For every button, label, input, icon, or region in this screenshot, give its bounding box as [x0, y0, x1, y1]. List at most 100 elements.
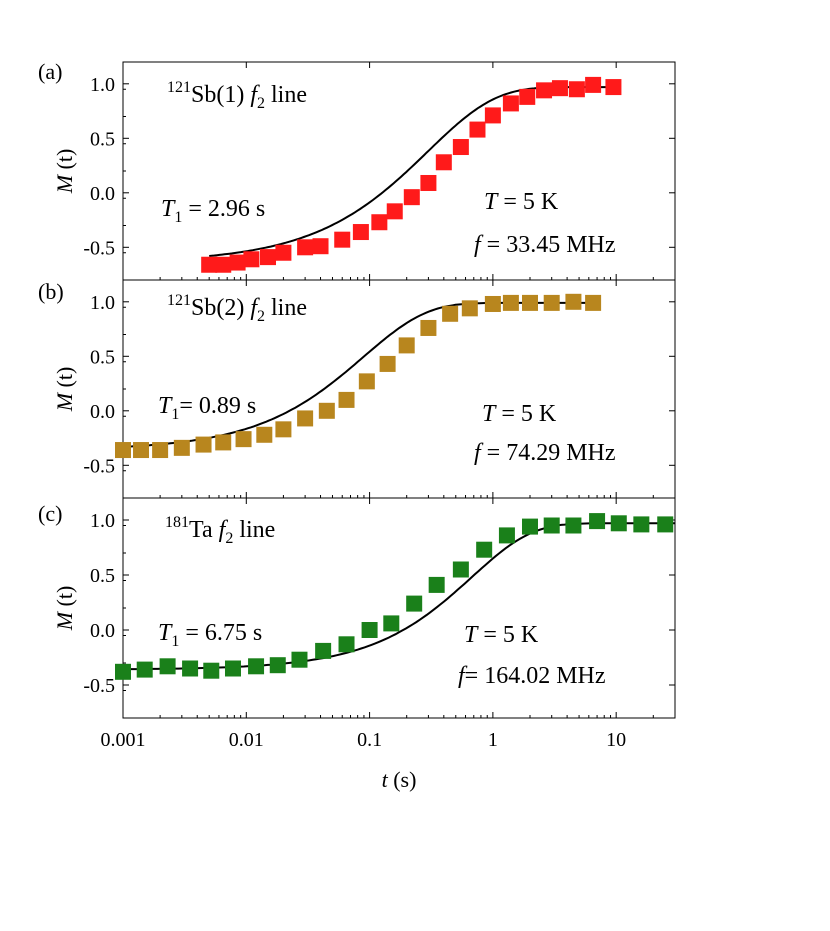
data-point: [502, 95, 519, 112]
nucleus-label: 121Sb(1) f2 line: [167, 79, 307, 112]
x-tick-label: 0.1: [357, 729, 382, 751]
data-point: [398, 337, 415, 354]
data-point: [428, 576, 445, 593]
data-point: [498, 527, 515, 544]
nucleus-mass: 181: [165, 514, 189, 531]
data-point: [275, 244, 292, 261]
temp-sym: T: [482, 401, 497, 427]
temp-value: = 5 K: [497, 189, 559, 215]
data-point: [420, 319, 437, 336]
data-point: [275, 421, 292, 438]
data-point: [269, 657, 286, 674]
panel-label: (b): [38, 279, 64, 304]
line-sub: 2: [225, 530, 233, 547]
y-tick-label: 0.0: [90, 183, 115, 205]
nucleus-mass: 121: [167, 292, 191, 309]
data-point: [435, 154, 452, 171]
data-point: [605, 79, 622, 96]
x-axis-unit: (s): [388, 767, 417, 792]
temp-value: = 5 K: [495, 401, 557, 427]
y-axis-unit: (t): [52, 586, 77, 612]
data-point: [358, 373, 375, 390]
t1-sub: 1: [174, 209, 182, 226]
data-point: [215, 256, 232, 273]
data-point: [260, 249, 277, 266]
x-tick-label: 10: [606, 729, 626, 751]
y-tick-label: -0.5: [83, 455, 115, 477]
y-tick-label: -0.5: [83, 675, 115, 697]
data-point: [403, 189, 420, 206]
data-point: [452, 561, 469, 578]
y-tick-label: 0.0: [90, 620, 115, 642]
data-point: [297, 410, 314, 427]
t1-sym: T: [158, 393, 173, 419]
data-point: [519, 88, 536, 105]
y-tick-label: 0.5: [90, 128, 115, 150]
temp-value: = 5 K: [477, 622, 539, 648]
data-point: [589, 513, 606, 530]
fit-curve: [123, 522, 675, 671]
y-tick-label: 0.0: [90, 401, 115, 423]
freq-value: = 33.45 MHz: [481, 232, 616, 258]
data-point: [585, 76, 602, 93]
data-point: [133, 442, 150, 459]
data-point: [173, 439, 190, 456]
freq-sym: f: [458, 663, 468, 689]
freq-value: = 74.29 MHz: [481, 440, 616, 466]
t1-label: T1 = 6.75 s: [158, 620, 262, 650]
data-point: [379, 355, 396, 372]
data-point: [420, 174, 437, 191]
data-point: [361, 622, 378, 638]
frequency-label: f = 74.29 MHz: [474, 440, 616, 466]
y-tick-label: 0.5: [90, 346, 115, 368]
data-point: [633, 516, 650, 533]
data-point: [521, 518, 538, 535]
data-point: [551, 80, 568, 97]
data-point: [243, 251, 260, 268]
panel-c: (c) 181Ta f2 line T1 = 6.75 s T = 5 K f=…: [38, 497, 676, 751]
data-point: [565, 293, 582, 310]
x-axis-title: t (s): [382, 767, 417, 792]
data-point: [338, 391, 355, 408]
y-axis-title: M (t): [52, 149, 77, 195]
line-word: line: [233, 517, 275, 543]
panel-label: (c): [38, 501, 62, 526]
y-axis-sym: M: [52, 173, 77, 194]
data-point: [484, 295, 501, 312]
data-point: [568, 81, 585, 98]
nucleus-name: Ta: [189, 517, 219, 543]
data-point: [610, 515, 627, 532]
nucleus-name: Sb(2): [191, 295, 250, 321]
line-word: line: [265, 295, 307, 321]
y-axis-title: M (t): [52, 367, 77, 413]
data-point: [521, 294, 538, 311]
y-tick-label: 1.0: [90, 74, 115, 96]
data-point: [318, 402, 335, 419]
data-point: [657, 516, 674, 533]
data-point: [386, 203, 403, 220]
data-point: [152, 442, 169, 459]
y-axis-sym: M: [52, 391, 77, 412]
freq-value: = 164.02 MHz: [465, 663, 606, 689]
data-point: [115, 663, 131, 680]
x-tick-label: 0.01: [229, 729, 264, 751]
freq-sym: f: [474, 232, 484, 258]
y-axis-unit: (t): [52, 149, 77, 175]
t1-label: T1= 0.89 s: [158, 393, 256, 423]
y-tick-label: -0.5: [83, 237, 115, 259]
data-point: [484, 107, 501, 124]
frequency-label: f = 33.45 MHz: [474, 232, 616, 258]
data-point: [224, 660, 241, 677]
data-point: [229, 254, 246, 271]
y-tick-label: 0.5: [90, 565, 115, 587]
data-point: [469, 121, 486, 138]
nucleus-label: 181Ta f2 line: [165, 514, 275, 547]
data-point: [182, 660, 199, 677]
temperature-label: T = 5 K: [484, 189, 559, 215]
data-point: [334, 231, 351, 248]
t1-label: T1 = 2.96 s: [161, 196, 265, 226]
data-point: [543, 294, 560, 311]
data-point: [159, 658, 176, 675]
x-tick-label: 0.001: [101, 729, 146, 751]
